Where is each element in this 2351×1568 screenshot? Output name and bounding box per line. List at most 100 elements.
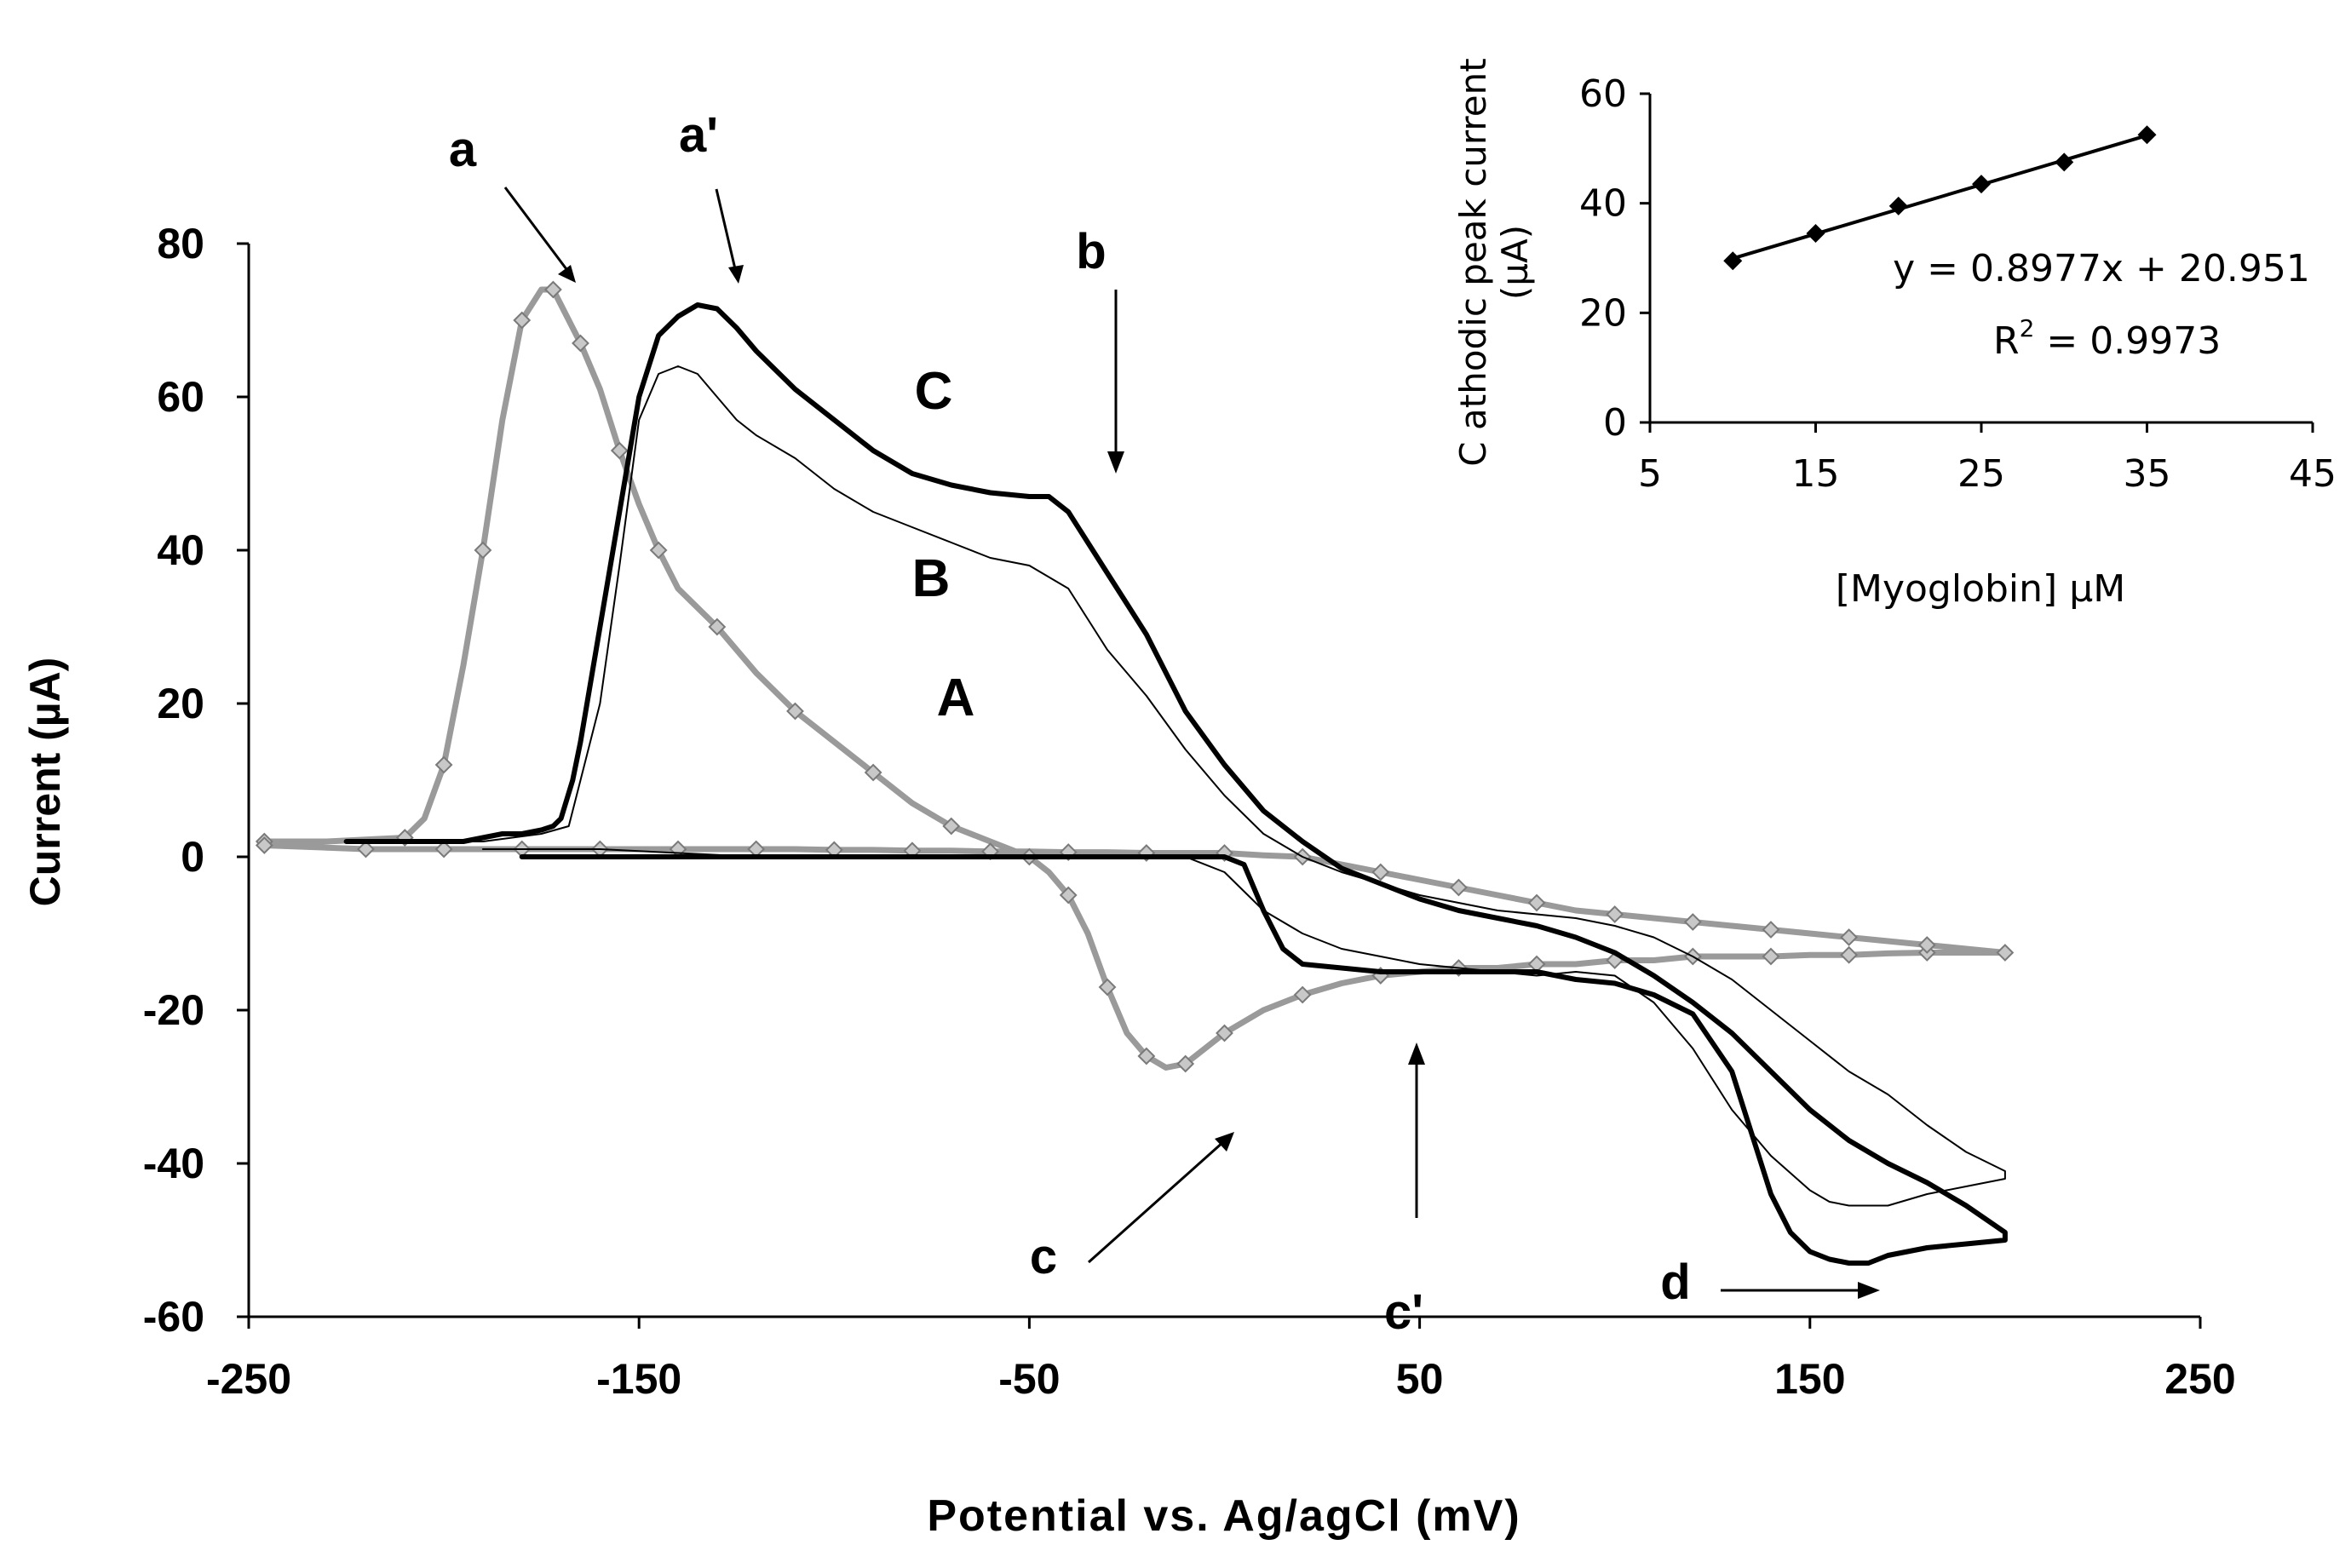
inset-y-axis-title-line1: C athodic peak current bbox=[1452, 58, 1494, 466]
series-point-A bbox=[572, 334, 589, 353]
series-point-A bbox=[513, 311, 532, 330]
series-point-A bbox=[255, 836, 273, 854]
r-squared: R2 = 0.9973 bbox=[1993, 314, 2221, 363]
series-point-A bbox=[1371, 863, 1390, 882]
series-point-A bbox=[1176, 1054, 1195, 1073]
y-tick-label: -40 bbox=[143, 1140, 204, 1187]
series-point-A bbox=[474, 541, 492, 560]
series-point-A bbox=[1098, 978, 1117, 997]
trendline bbox=[1732, 134, 2148, 261]
series-point-A bbox=[610, 441, 629, 460]
series-point-A bbox=[1059, 886, 1078, 905]
series-point-A bbox=[1527, 893, 1546, 912]
x-tick-label: 50 bbox=[1396, 1355, 1444, 1403]
y-tick-label: 40 bbox=[157, 526, 204, 574]
inset-data-point bbox=[1806, 224, 1825, 244]
curve-label-b-series: B bbox=[912, 549, 951, 608]
inset-x-ticks: 5 15 25 35 45 bbox=[1638, 422, 2337, 496]
r-squared-superscript: 2 bbox=[2020, 314, 2035, 342]
y-tick-label: 0 bbox=[181, 833, 204, 881]
trendline-equation: y = 0.8977x + 20.951 bbox=[1893, 247, 2310, 290]
y-ticks: 80 60 40 20 0 -20 -40 -60 bbox=[143, 220, 249, 1341]
arrow-c-head bbox=[1215, 1132, 1234, 1152]
inset-data-point bbox=[1972, 175, 1991, 194]
calibration-inset-chart: 5 15 25 35 45 60 40 20 0 C athodic peak current… bbox=[1452, 58, 2337, 611]
inset-data-point bbox=[2055, 152, 2074, 172]
series-point-A bbox=[1293, 985, 1312, 1004]
inset-x-tick-label: 35 bbox=[2124, 452, 2171, 496]
series-point-A bbox=[1216, 1024, 1233, 1042]
series-point-A bbox=[1450, 878, 1468, 897]
arrow-a-prime bbox=[715, 188, 738, 273]
inset-x-tick-label: 5 bbox=[1638, 452, 1662, 496]
arrow-b-head bbox=[1107, 451, 1124, 474]
x-tick-label: -150 bbox=[596, 1355, 681, 1403]
arrow-c-prime-head bbox=[1408, 1042, 1425, 1065]
y-tick-label: 60 bbox=[157, 373, 204, 421]
series-point-A bbox=[708, 617, 727, 636]
r-squared-value: = 0.9973 bbox=[2034, 319, 2221, 363]
annotation-a: a bbox=[449, 122, 477, 177]
main-series-group bbox=[255, 280, 2015, 1266]
inset-y-tick-label: 40 bbox=[1579, 182, 1627, 226]
series-point-A bbox=[942, 817, 961, 836]
x-tick-label: 150 bbox=[1774, 1355, 1845, 1403]
series-point-A bbox=[649, 541, 668, 560]
series-point-A bbox=[864, 763, 882, 782]
arrow-a bbox=[503, 187, 571, 273]
y-axis-title: Current (µA) bbox=[21, 658, 69, 907]
arrow-a-prime-head bbox=[728, 265, 744, 284]
y-tick-label: -60 bbox=[143, 1293, 204, 1341]
series-line-A bbox=[261, 286, 2009, 1071]
series-point-A bbox=[1996, 944, 2015, 962]
series-line-C bbox=[343, 302, 2008, 1266]
series-point-A bbox=[543, 280, 562, 299]
annotation-d: d bbox=[1660, 1255, 1690, 1310]
series-point-A bbox=[434, 755, 453, 774]
series-point-A bbox=[1683, 913, 1702, 931]
arrow-a-head bbox=[558, 265, 576, 283]
r-squared-prefix: R bbox=[1993, 319, 2020, 363]
annotation-b: b bbox=[1076, 224, 1106, 279]
y-tick-label: 80 bbox=[157, 220, 204, 267]
x-tick-label: 250 bbox=[2164, 1355, 2235, 1403]
inset-x-tick-label: 45 bbox=[2289, 452, 2337, 496]
inset-x-tick-label: 15 bbox=[1792, 452, 1840, 496]
annotation-a-prime: a' bbox=[679, 107, 718, 163]
inset-y-tick-label: 20 bbox=[1579, 291, 1627, 335]
curve-label-c-series: C bbox=[915, 362, 953, 421]
series-point-A bbox=[1840, 928, 1859, 946]
inset-series-group bbox=[1723, 125, 2157, 271]
series-point-A bbox=[786, 702, 804, 721]
inset-x-axis-title: [Myoglobin] µM bbox=[1836, 567, 2125, 611]
inset-x-tick-label: 25 bbox=[1957, 452, 2005, 496]
arrow-c bbox=[1088, 1140, 1225, 1264]
series-point-A bbox=[1840, 945, 1859, 964]
curve-label-a-series: A bbox=[937, 669, 975, 727]
annotation-arrows bbox=[503, 187, 1880, 1299]
x-tick-label: -250 bbox=[206, 1355, 291, 1403]
x-ticks: -250 -150 -50 50 150 250 bbox=[206, 1317, 2236, 1403]
inset-data-point bbox=[1888, 196, 1908, 215]
series-line-B bbox=[384, 365, 2006, 1207]
inset-y-tick-label: 60 bbox=[1579, 72, 1627, 116]
series-point-A bbox=[1606, 905, 1624, 923]
inset-data-point bbox=[2137, 125, 2157, 145]
inset-data-point bbox=[1723, 251, 1743, 271]
inset-y-tick-label: 0 bbox=[1603, 401, 1627, 445]
series-point-A bbox=[1137, 1047, 1156, 1065]
arrow-d-head bbox=[1858, 1282, 1880, 1299]
annotation-c: c bbox=[1030, 1229, 1057, 1284]
series-point-A bbox=[1917, 936, 1936, 954]
x-tick-label: -50 bbox=[998, 1355, 1060, 1403]
x-axis-title: Potential vs. Ag/agCl (mV) bbox=[927, 1491, 1520, 1541]
inset-y-ticks: 60 40 20 0 bbox=[1579, 72, 1650, 445]
inset-y-axis-title-line2: (µA) bbox=[1494, 225, 1536, 300]
annotation-c-prime: c' bbox=[1384, 1284, 1423, 1340]
series-point-A bbox=[1762, 947, 1780, 966]
y-tick-label: 20 bbox=[157, 680, 204, 727]
y-tick-label: -20 bbox=[143, 986, 204, 1034]
series-point-A bbox=[1762, 921, 1780, 939]
